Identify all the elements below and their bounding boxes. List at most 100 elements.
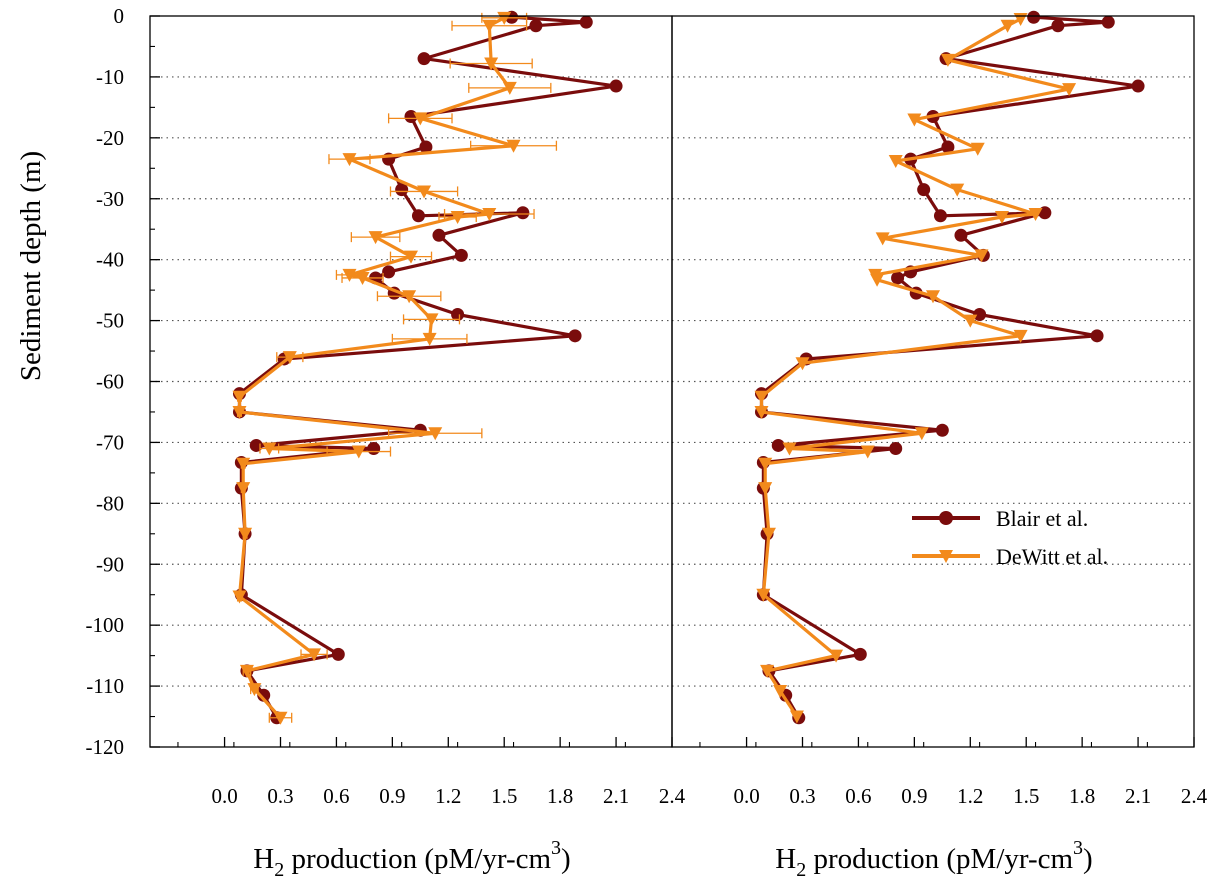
x-tick-label: 2.1 [1125, 784, 1151, 808]
panel-1 [232, 10, 623, 725]
x-tick-label: 2.1 [603, 784, 629, 808]
data-point [482, 19, 497, 33]
legend-marker-blair [939, 511, 953, 525]
data-point [273, 711, 288, 725]
data-point [963, 314, 978, 328]
data-point [1101, 15, 1115, 29]
data-point [954, 228, 968, 242]
data-point [829, 649, 844, 663]
data-point [568, 329, 582, 343]
data-point [239, 664, 254, 678]
data-point [367, 442, 381, 456]
data-point [973, 307, 987, 321]
data-point [860, 445, 875, 459]
panel-frame [671, 15, 1195, 748]
data-point [1027, 10, 1041, 24]
data-point [754, 405, 769, 419]
y-tick-label: -30 [96, 187, 124, 211]
data-point [404, 250, 418, 264]
data-point [789, 710, 804, 724]
data-point [870, 273, 885, 287]
data-point [249, 438, 263, 452]
data-point [907, 113, 922, 127]
x-tick-label: 0.9 [901, 784, 927, 808]
x-tick-label: 1.8 [547, 784, 573, 808]
legend: Blair et al. DeWitt et al. [912, 506, 1108, 569]
x-tick-label: 1.5 [491, 784, 517, 808]
data-point [754, 390, 769, 404]
data-point [282, 351, 297, 365]
data-point [497, 11, 512, 25]
data-point [758, 457, 773, 471]
data-point [609, 79, 623, 93]
panels [232, 10, 1145, 725]
data-point [450, 211, 465, 225]
data-point [782, 442, 797, 456]
data-point [331, 647, 345, 661]
x-tick-label: 1.8 [1069, 784, 1095, 808]
data-point [422, 332, 437, 346]
x-tick-label: 2.4 [1181, 784, 1208, 808]
data-point [950, 183, 965, 197]
data-point [1013, 13, 1028, 27]
x-tick-label: 1.5 [1013, 784, 1039, 808]
legend-marker-dewitt [939, 550, 953, 563]
y-axis-title: Sediment depth (m) [15, 151, 47, 381]
data-point [484, 57, 499, 71]
data-point [355, 271, 370, 285]
y-tick-label: -120 [86, 735, 125, 759]
y-tick-label: -110 [86, 674, 124, 698]
data-point [889, 442, 903, 456]
data-point [795, 357, 810, 371]
data-point [404, 110, 418, 124]
data-point [760, 664, 775, 678]
data-point [402, 290, 417, 304]
series-dewittetal [232, 11, 558, 725]
data-point [482, 207, 497, 221]
data-point [451, 307, 465, 321]
data-point [1000, 19, 1015, 33]
data-point [307, 648, 322, 662]
data-point [395, 183, 409, 197]
data-point [891, 271, 905, 285]
y-tick-label: -60 [96, 370, 124, 394]
data-point [935, 423, 949, 437]
data-point [232, 405, 247, 419]
x-tick-label: 0.0 [733, 784, 759, 808]
data-point [756, 588, 771, 602]
series-line [237, 15, 618, 719]
x-tick-label: 0.3 [267, 784, 293, 808]
data-point [342, 268, 357, 282]
y-tick-label: -10 [96, 65, 124, 89]
data-point [1028, 207, 1043, 221]
x-tick-label: 0.6 [323, 784, 349, 808]
data-point [257, 688, 271, 702]
data-point [419, 140, 433, 154]
y-tick-label: -100 [86, 613, 125, 637]
panel-2 [754, 10, 1145, 725]
data-point [1013, 329, 1028, 343]
x-tick-label: 0.9 [379, 784, 405, 808]
x-tick-label: 2.4 [659, 784, 686, 808]
data-point [236, 482, 251, 496]
data-point [941, 140, 955, 154]
data-point [506, 139, 521, 153]
data-point [247, 683, 262, 697]
series-line [759, 15, 1140, 719]
data-point [761, 527, 776, 541]
x-axis-title-left: H2 production (pM/yr-cm3) [253, 837, 570, 880]
data-point [970, 142, 985, 156]
axes: 0.0 0.3 0.6 0.9 1.2 1.5 1.8 2.1 2.4 0.0 0.3 0.6 0.9 1… [86, 4, 1208, 808]
series-blairetal [754, 10, 1145, 725]
series-line [237, 16, 516, 719]
data-point [926, 290, 940, 304]
data-point [875, 232, 890, 246]
data-point [238, 527, 253, 541]
data-point [351, 445, 366, 459]
data-point [1131, 79, 1145, 93]
y-tick-label: -80 [96, 491, 124, 515]
x-axis-title-right: H2 production (pM/yr-cm3) [775, 837, 1092, 880]
y-tick-label: -90 [96, 552, 124, 576]
data-point [771, 438, 785, 452]
data-point [342, 153, 357, 167]
